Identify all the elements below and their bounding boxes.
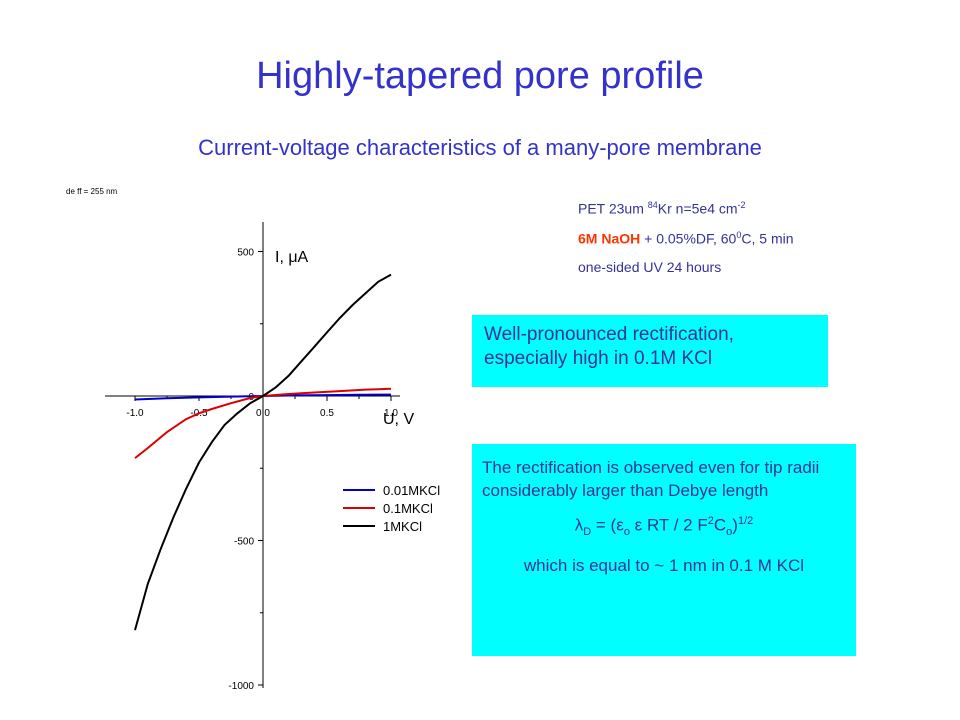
x-tick-label: -1.0 [126,408,144,419]
x-tick-label: 0.0 [256,408,270,419]
series-line-2 [134,273,392,631]
info-line-3: one-sided UV 24 hours [578,259,722,275]
slide-subtitle: Current-voltage characteristics of a man… [198,135,762,160]
debye-value-text: which is equal to ~ 1 nm in 0.1 M KCl [523,556,805,576]
debye-note-box: The rectification is observed even for t… [472,444,856,656]
info-line-2: 6M NaOH + 0.05%DF, 600C, 5 min [578,230,794,247]
debye-paragraph: The rectification is observed even for t… [482,458,820,500]
legend-label-2: 1MKCl [383,519,422,534]
deff-label: de ff = 255 nm [66,187,118,196]
series-line-1 [134,387,392,459]
y-tick-label: -500 [234,537,254,548]
x-tick-label: 0.5 [320,408,334,419]
y-tick-label: 500 [237,248,254,259]
slide-title: Highly-tapered pore profile [256,55,704,97]
info-line-1: PET 23um 84Kr n=5e4 cm-2 [578,200,746,217]
x-tick-label: 1.0 [384,408,398,419]
x-axis-label: U, V [383,411,414,428]
legend-label-0: 0.01MKCl [383,483,440,498]
y-axis-label: I, μA [275,249,309,266]
rectification-note-box: Well-pronounced rectification, especiall… [472,315,828,387]
debye-formula: λD = (εo ε RT / 2 F2Co)1/2 [574,515,754,539]
legend-label-1: 0.1MKCl [383,501,433,516]
y-tick-label: -1000 [228,681,254,692]
